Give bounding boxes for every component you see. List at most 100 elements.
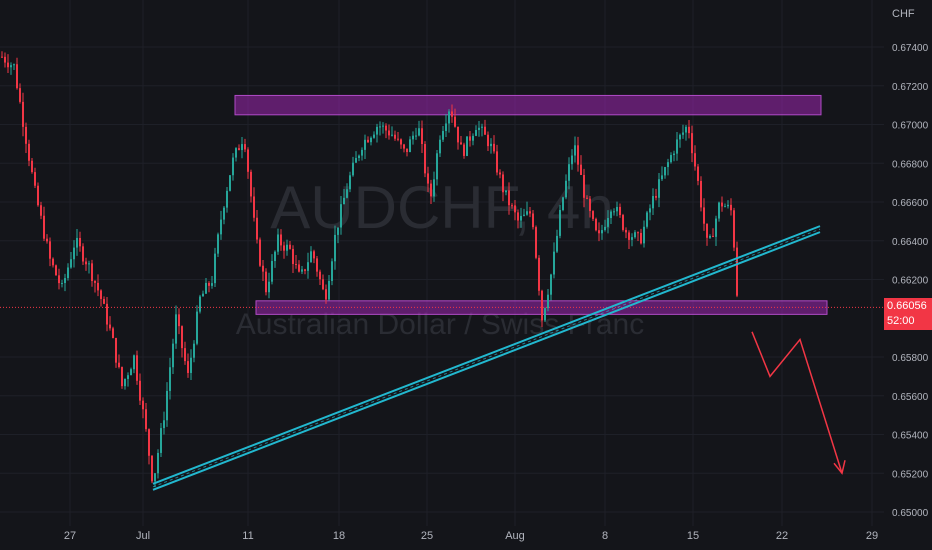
candle-body (529, 211, 531, 214)
x-tick-label: 11 (242, 530, 253, 542)
candle-body (517, 212, 519, 221)
candle-body (661, 175, 663, 180)
candle-body (109, 324, 111, 329)
candle-body (523, 214, 525, 216)
projection-arrow (751, 331, 846, 475)
candle-body (46, 238, 48, 242)
candle-body (637, 232, 639, 234)
candle-body (7, 62, 9, 68)
candle-body (454, 116, 456, 127)
candle-body (301, 269, 303, 272)
candle-body (577, 145, 579, 165)
candle-body (478, 127, 480, 131)
candle-body (634, 232, 636, 238)
candle-body (373, 134, 375, 138)
candle-body (31, 160, 33, 173)
candle-body (283, 245, 285, 251)
candle-body (493, 143, 495, 152)
candle-body (688, 126, 690, 134)
candle-body (64, 278, 66, 284)
candle-body (445, 123, 447, 132)
candle-body (52, 258, 54, 266)
candle-body (259, 239, 261, 266)
candle-body (418, 128, 420, 136)
candle-body (451, 111, 453, 117)
candle-body (325, 289, 327, 300)
candle-body (562, 197, 564, 211)
x-tick-label: 27 (64, 530, 76, 542)
candle-body (256, 217, 258, 240)
candle-body (133, 355, 135, 370)
candle-body (37, 185, 39, 206)
candle-body (253, 196, 255, 218)
x-tick-label: 22 (776, 530, 788, 542)
candle-body (160, 428, 162, 453)
candle-body (220, 219, 222, 235)
x-tick-label: 29 (866, 530, 878, 542)
candle-body (82, 246, 84, 262)
candle-body (625, 229, 627, 233)
candle-body (496, 151, 498, 173)
candle-body (1, 56, 3, 58)
candle-body (673, 153, 675, 156)
candle-body (184, 348, 186, 362)
candle-body (67, 267, 69, 279)
candle-body (508, 190, 510, 206)
trendline (152, 225, 821, 491)
candle-body (25, 126, 27, 144)
candle-body (406, 148, 408, 153)
candle-body (4, 56, 6, 63)
x-tick-label: 15 (687, 530, 699, 542)
candle-body (370, 137, 372, 143)
candle-body (535, 227, 537, 258)
candle-body (157, 452, 159, 474)
candle-body (316, 258, 318, 272)
y-tick-label: 0.66600 (892, 198, 929, 209)
candle-body (19, 88, 21, 102)
candle-body (424, 144, 426, 174)
candle-body (121, 367, 123, 387)
candle-body (145, 409, 147, 430)
x-tick-label: Aug (505, 530, 525, 542)
bar-countdown: 52:00 (887, 315, 915, 327)
candle-body (352, 162, 354, 176)
candle-body (559, 210, 561, 236)
candle-body (505, 190, 507, 193)
candle-body (571, 155, 573, 165)
currency-label: CHF (892, 8, 915, 20)
candle-body (34, 172, 36, 186)
candle-body (379, 126, 381, 128)
candle-body (655, 196, 657, 198)
candle-body (313, 251, 315, 259)
candle-body (613, 211, 615, 213)
candle-body (235, 148, 237, 158)
candle-body (616, 206, 618, 212)
candle-body (163, 420, 165, 429)
candle-body (646, 212, 648, 227)
candle-body (409, 139, 411, 153)
candle-body (448, 111, 450, 124)
candle-body (415, 135, 417, 137)
candle-body (604, 226, 606, 231)
candle-body (676, 139, 678, 154)
candle-body (250, 171, 252, 197)
trendline-upper (152, 225, 821, 485)
candle-body (340, 204, 342, 228)
candle-body (607, 218, 609, 227)
candle-body (397, 138, 399, 140)
candle-body (412, 135, 414, 140)
candle-body (733, 210, 735, 248)
candle-body (487, 134, 489, 147)
candle-body (13, 64, 15, 66)
candle-body (592, 211, 594, 219)
candle-body (712, 235, 714, 237)
y-tick-label: 0.65000 (892, 508, 929, 519)
candle-body (349, 175, 351, 190)
candle-body (436, 153, 438, 180)
candle-body (136, 355, 138, 381)
candle-body (148, 429, 150, 456)
candle-body (532, 213, 534, 228)
candle-body (388, 130, 390, 136)
